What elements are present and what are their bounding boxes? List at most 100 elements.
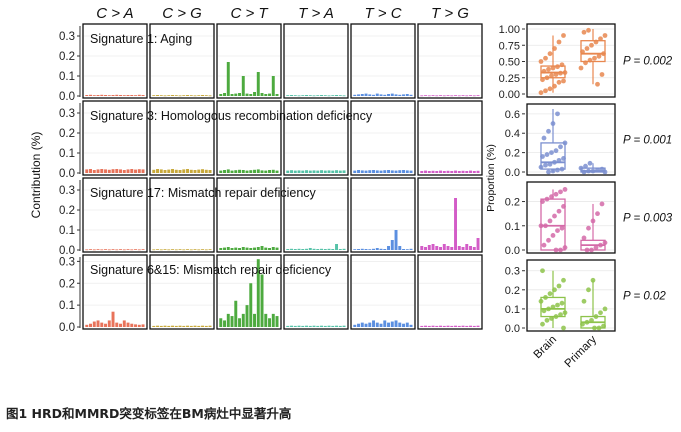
contribution-bar (293, 249, 297, 250)
contribution-bar (219, 170, 223, 173)
contribution-bar (368, 249, 372, 250)
figure: C > A C > G C > T T > A T > C T > G Contributi… (29, 5, 673, 370)
contribution-bar (245, 305, 249, 327)
data-point (598, 242, 603, 248)
column-header-1: C > G (162, 5, 202, 22)
contribution-bar (152, 249, 156, 251)
contribution-bar (186, 169, 189, 173)
signature-title: Signature 3: Homologous recombination de… (90, 109, 373, 123)
data-point (550, 65, 556, 71)
data-point (593, 39, 599, 45)
data-point (583, 163, 588, 169)
contribution-bar (342, 95, 346, 97)
contribution-bar (104, 323, 107, 327)
contribution-bar (178, 95, 182, 97)
contribution-bar (85, 169, 89, 173)
data-point (593, 245, 599, 250)
contribution-bar (394, 94, 398, 96)
contribution-bar (305, 248, 308, 250)
contribution-bar (230, 248, 234, 250)
contribution-bar (130, 95, 134, 96)
contribution-bar (312, 95, 316, 97)
contribution-bar (353, 94, 357, 96)
data-point (546, 128, 551, 134)
contribution-bar (141, 95, 145, 96)
contribution-bar (409, 324, 413, 327)
contribution-bar (167, 95, 171, 96)
contribution-bar (375, 170, 379, 173)
contribution-bar (402, 249, 405, 250)
contribution-bar (111, 95, 115, 96)
data-point (562, 245, 568, 250)
contribution-bar (226, 62, 230, 96)
data-point (543, 162, 548, 168)
data-point (538, 164, 544, 170)
contribution-bar (424, 95, 427, 96)
y-tick-label: 1.00 (499, 24, 520, 36)
contribution-bar (402, 323, 405, 327)
contribution-bar (335, 170, 338, 173)
contribution-bar (431, 170, 435, 173)
data-point (538, 90, 544, 96)
contribution-bar (472, 325, 476, 327)
contribution-bar (427, 95, 431, 97)
contribution-bar (465, 244, 469, 250)
contribution-bar (208, 170, 212, 173)
contribution-bar (115, 322, 119, 327)
contribution-bar (424, 170, 427, 173)
data-point (581, 235, 587, 241)
data-point (556, 157, 562, 163)
contribution-bar (398, 170, 402, 173)
contribution-bar (394, 320, 398, 327)
contribution-bar (204, 169, 208, 173)
contribution-bar (268, 318, 271, 327)
contribution-bar (305, 95, 308, 96)
contribution-bar (208, 95, 212, 97)
contribution-bar (100, 322, 104, 327)
contribution-bar (167, 325, 171, 327)
contribution-bar (182, 95, 186, 96)
y-tick-label: 0.2 (59, 51, 75, 63)
column-header-2: C > T (230, 5, 269, 22)
data-point (589, 317, 594, 323)
contribution-bar (331, 325, 335, 327)
data-point (544, 152, 550, 157)
contribution-bar (364, 249, 368, 250)
contribution-bar (442, 244, 446, 250)
contribution-bar (130, 249, 134, 251)
contribution-bar (230, 170, 234, 173)
signature-panel (350, 177, 416, 253)
signature-panel (283, 23, 349, 99)
data-point (543, 223, 548, 229)
contribution-bar (122, 249, 126, 251)
contribution-bar (163, 249, 167, 250)
data-point (561, 78, 566, 84)
contribution-bar (119, 95, 122, 96)
contribution-bar (297, 170, 301, 173)
data-point (550, 121, 556, 126)
data-point (547, 86, 553, 92)
p-value: P = 0.003 (623, 213, 673, 225)
contribution-bar (186, 325, 189, 327)
data-point (561, 325, 566, 331)
contribution-bar (182, 325, 186, 327)
contribution-bar (424, 325, 427, 327)
contribution-bar (293, 325, 297, 327)
contribution-bar (353, 170, 357, 173)
contribution-bar (256, 169, 260, 173)
contribution-bar (193, 170, 197, 173)
contribution-bar (405, 249, 409, 250)
contribution-bar (174, 95, 178, 96)
y-tick-label: 0.0 (505, 245, 520, 257)
contribution-bar (312, 248, 316, 250)
data-point (584, 319, 590, 325)
data-point (553, 247, 559, 253)
data-point (598, 310, 603, 316)
contribution-bar (353, 324, 357, 327)
data-point (552, 287, 557, 293)
contribution-bar (323, 325, 327, 327)
y-tick-label: 0.1 (59, 300, 75, 312)
contribution-bar (342, 248, 346, 250)
y-tick-label: 0.0 (505, 323, 520, 335)
contribution-bar (476, 325, 480, 327)
